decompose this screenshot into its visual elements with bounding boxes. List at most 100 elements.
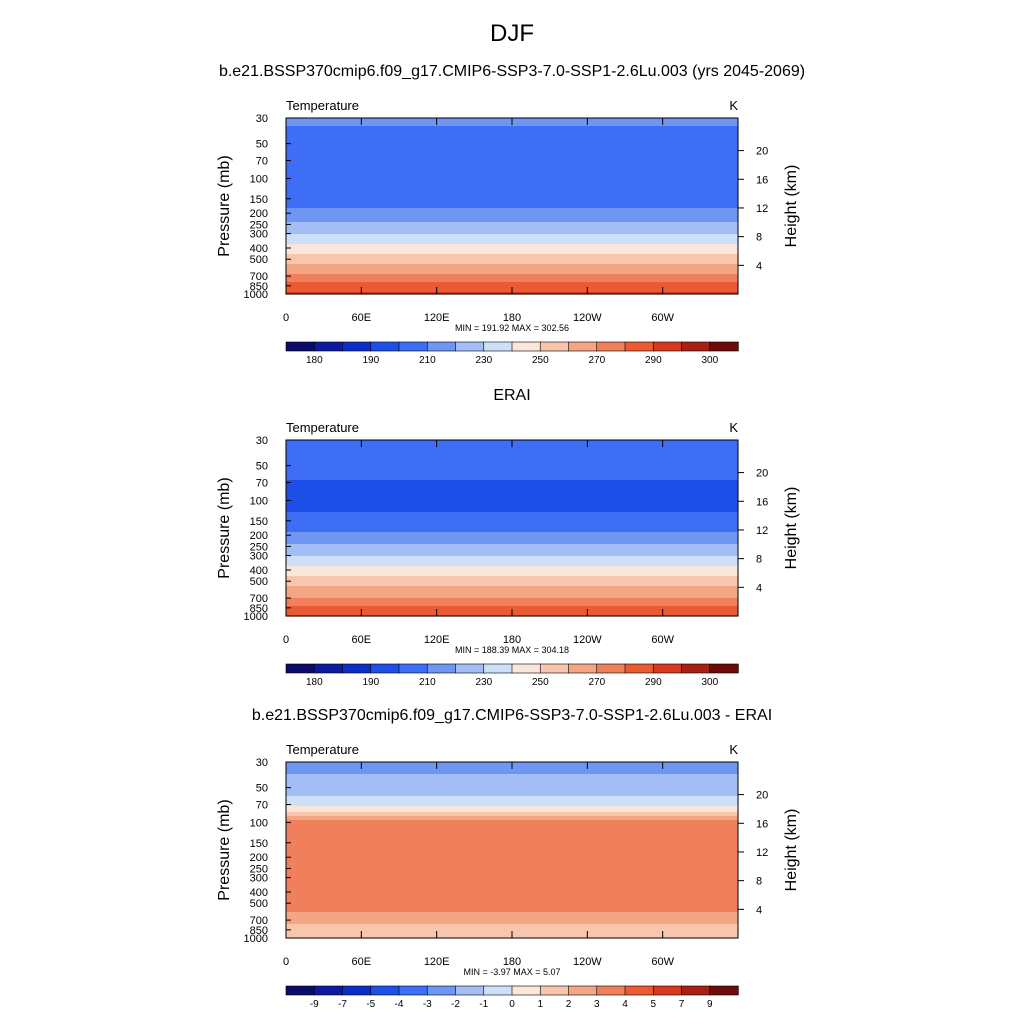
heatmap-band <box>286 894 738 897</box>
colorbar-label: 210 <box>419 677 436 688</box>
heatmap-band <box>286 172 738 175</box>
heatmap-band <box>286 816 738 819</box>
heatmap-band <box>286 168 738 171</box>
panel-3-chart: Temperature K3050701001502002503004005007… <box>216 742 800 1010</box>
heatmap-band <box>286 860 738 863</box>
heatmap-band <box>286 562 738 565</box>
colorbar-label: 300 <box>701 355 718 366</box>
heatmap-band <box>286 810 738 813</box>
heatmap-band <box>286 918 738 921</box>
heatmap-band <box>286 854 738 857</box>
colorbar-label: 3 <box>594 999 600 1010</box>
panel-2-chart: Temperature K3050701001502002503004005007… <box>216 420 800 688</box>
heatmap-band <box>286 924 738 927</box>
heatmap-fill <box>286 762 738 939</box>
heatmap-band <box>286 920 738 923</box>
x-tick-label: 0 <box>283 634 289 646</box>
heatmap-band <box>286 544 738 547</box>
heatmap-band <box>286 496 738 499</box>
heatmap-band <box>286 234 738 237</box>
heatmap-band <box>286 898 738 901</box>
heatmap-band <box>286 826 738 829</box>
colorbar-swatch <box>568 341 598 352</box>
colorbar-label: 1 <box>538 999 544 1010</box>
heatmap-band <box>286 566 738 569</box>
heatmap-band <box>286 130 738 133</box>
heatmap-band <box>286 546 738 549</box>
heatmap-band <box>286 784 738 787</box>
heatmap-band <box>286 272 738 275</box>
colorbar-swatch <box>624 663 654 674</box>
x-tick-label: 120E <box>424 312 450 324</box>
y-tick-label: 250 <box>250 541 268 553</box>
y-tick-label: 150 <box>250 838 268 850</box>
colorbar-swatch <box>285 985 315 996</box>
y-tick-label: 50 <box>256 783 268 795</box>
stats-label: MIN = 191.92 MAX = 302.56 <box>455 323 569 333</box>
heatmap-band <box>286 794 738 797</box>
heatmap-band <box>286 258 738 261</box>
heatmap-band <box>286 192 738 195</box>
heatmap-band <box>286 160 738 163</box>
panel-1-title: b.e21.BSSP370cmip6.f09_g17.CMIP6-SSP3-7.… <box>218 63 806 80</box>
colorbar-swatch <box>342 341 372 352</box>
colorbar-swatch <box>342 663 372 674</box>
y-tick-label: 100 <box>250 173 268 185</box>
heatmap-band <box>286 494 738 497</box>
heatmap-band <box>286 270 738 273</box>
heatmap-band <box>286 514 738 517</box>
colorbar-swatch <box>652 985 683 996</box>
y-tick-label: 400 <box>250 243 268 255</box>
height-tick-label: 4 <box>756 904 762 916</box>
heatmap-band <box>286 856 738 859</box>
heatmap-band <box>286 152 738 155</box>
y-tick-label: 1000 <box>244 933 268 945</box>
heatmap-band <box>286 266 738 269</box>
height-tick-label: 16 <box>756 818 768 830</box>
x-tick-label: 0 <box>283 312 289 324</box>
height-tick-label: 20 <box>756 468 768 480</box>
x-tick-label: 120W <box>573 312 602 324</box>
height-tick-label: 12 <box>756 525 768 537</box>
heatmap-band <box>286 892 738 895</box>
heatmap-band <box>286 914 738 917</box>
colorbar-swatch <box>681 341 711 352</box>
heatmap-band <box>286 178 738 181</box>
y-tick-label: 100 <box>250 495 268 507</box>
heatmap-band <box>286 250 738 253</box>
heatmap-band <box>286 822 738 825</box>
heatmap-band <box>286 464 738 467</box>
y-tick-label: 500 <box>250 576 268 588</box>
heatmap-band <box>286 214 738 217</box>
colorbar-label: 250 <box>532 355 549 366</box>
heatmap-band <box>286 908 738 911</box>
heatmap-band <box>286 836 738 839</box>
heatmap-band <box>286 128 738 131</box>
y-tick-label: 50 <box>256 139 268 151</box>
heatmap-band <box>286 830 738 833</box>
height-tick-label: 8 <box>756 554 762 566</box>
heatmap-band <box>286 470 738 473</box>
heatmap-band <box>286 800 738 803</box>
colorbar-swatch <box>681 663 711 674</box>
colorbar-swatch <box>370 985 400 996</box>
colorbar-swatch <box>624 985 654 996</box>
colorbar-swatch <box>313 663 344 674</box>
heatmap-band <box>286 922 738 925</box>
y-axis-right-label: Height (km) <box>783 165 800 248</box>
y-tick-label: 150 <box>250 194 268 206</box>
colorbar-swatch <box>596 985 626 996</box>
heatmap-band <box>286 782 738 785</box>
heatmap-band <box>286 928 738 931</box>
heatmap-band <box>286 136 738 139</box>
y-tick-label: 70 <box>256 478 268 490</box>
x-tick-label: 60W <box>651 312 674 324</box>
colorbar-label: 190 <box>362 677 379 688</box>
heatmap-band <box>286 858 738 861</box>
heatmap-band <box>286 574 738 577</box>
heatmap-band <box>286 504 738 507</box>
colorbar-swatch <box>398 663 428 674</box>
y-tick-label: 50 <box>256 461 268 473</box>
heatmap-band <box>286 232 738 235</box>
heatmap-band <box>286 220 738 223</box>
